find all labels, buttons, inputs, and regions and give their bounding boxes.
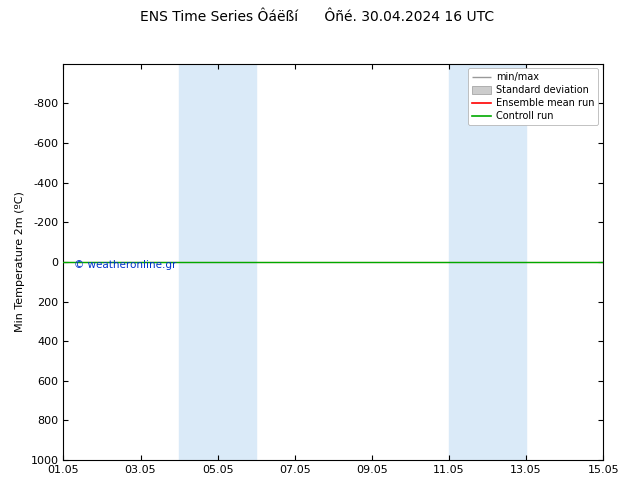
Legend: min/max, Standard deviation, Ensemble mean run, Controll run: min/max, Standard deviation, Ensemble me…	[468, 69, 598, 125]
Text: ENS Time Series Ôáëßí      Ôñé. 30.04.2024 16 UTC: ENS Time Series Ôáëßí Ôñé. 30.04.2024 16…	[140, 10, 494, 24]
Text: © weatheronline.gr: © weatheronline.gr	[74, 260, 177, 270]
Y-axis label: Min Temperature 2m (ºC): Min Temperature 2m (ºC)	[15, 192, 25, 332]
Bar	[449, 64, 526, 460]
Bar	[179, 64, 256, 460]
